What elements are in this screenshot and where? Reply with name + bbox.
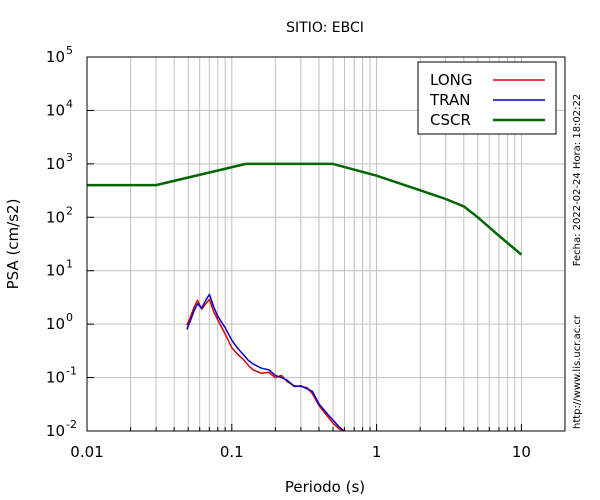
y-tick-label: 10 xyxy=(46,101,65,119)
y-tick-exponent: 0 xyxy=(66,311,73,324)
legend-label-tran: TRAN xyxy=(429,91,470,109)
legend-label-cscr: CSCR xyxy=(430,111,471,129)
y-tick-label: 10 xyxy=(46,315,65,333)
y-tick-label: 10 xyxy=(46,262,65,280)
ticks xyxy=(86,56,566,432)
y-tick-exponent: 5 xyxy=(66,44,73,57)
source-url: http://www.lis.ucr.ac.cr xyxy=(572,314,583,429)
y-tick-exponent: -2 xyxy=(66,418,77,431)
x-tick-label: 0.1 xyxy=(220,443,244,461)
date-time-note: Fecha: 2022-02-24 Hora: 18:02:22 xyxy=(572,94,583,267)
y-tick-exponent: 3 xyxy=(66,151,73,164)
y-axis-label: PSA (cm/s2) xyxy=(4,199,22,290)
y-tick-exponent: 4 xyxy=(66,97,73,110)
x-axis-label: Periodo (s) xyxy=(285,478,365,496)
legend-label-long: LONG xyxy=(430,71,472,89)
legend: LONG TRAN CSCR xyxy=(417,61,557,135)
y-tick-exponent: -1 xyxy=(66,365,77,378)
series-layer xyxy=(87,162,523,432)
y-tick-exponent: 1 xyxy=(66,258,73,271)
y-tick-label: 10 xyxy=(46,48,65,66)
x-tick-label: 0.01 xyxy=(70,443,103,461)
series-line-cscr xyxy=(87,162,523,256)
y-tick-label: 10 xyxy=(46,155,65,173)
y-tick-label: 10 xyxy=(46,369,65,387)
chart-title: SITIO: EBCI xyxy=(286,20,364,36)
series-line-long xyxy=(186,298,345,432)
y-tick-label: 10 xyxy=(46,208,65,226)
legend-box xyxy=(417,61,557,135)
y-tick-exponent: 2 xyxy=(66,204,73,217)
plot-frame xyxy=(86,56,566,432)
y-tick-label: 10 xyxy=(46,422,65,440)
x-tick-label: 10 xyxy=(512,443,531,461)
series-line-tran xyxy=(186,293,345,432)
x-tick-label: 1 xyxy=(372,443,382,461)
